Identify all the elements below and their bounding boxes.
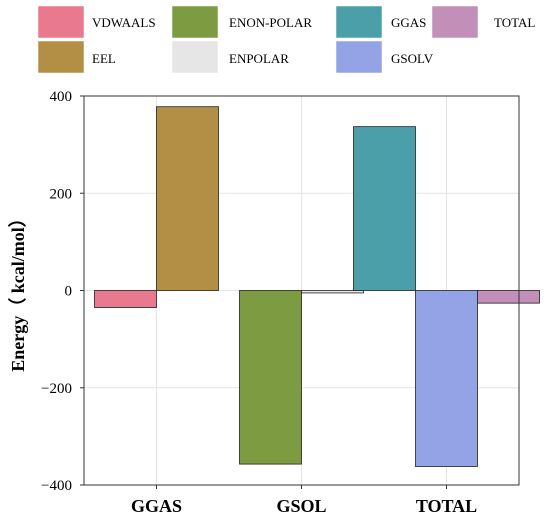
legend-label: EEL [92,51,116,66]
legend-item-eel: EEL [37,40,116,74]
legend-label: GSOLV [391,51,434,66]
legend-swatch [431,5,479,39]
x-axis-labels: GGAS GSOL TOTAL [131,485,477,515]
legend-item-gsolv: GSOLV [335,40,434,74]
legend-item-vdwaals: VDWAALS [37,5,156,39]
y-tick-label: −200 [41,381,72,397]
bar-total-gsolv [415,290,478,467]
legend-item-enpolar: ENPOLAR [171,40,289,74]
legend-item-total: TOTAL [431,5,535,39]
bar-ggas-eel [156,106,219,291]
x-category-label: TOTAL [416,496,477,515]
bars [94,106,540,467]
y-tick-label: 0 [65,284,73,300]
legend-swatch [37,5,85,39]
legend: VDWAALS EEL ENON-POLAR ENPOLAR GGAS GSOLV TOTA… [37,5,535,74]
legend-item-ggas: GGAS [335,5,426,39]
y-tick-label: −400 [41,478,72,494]
legend-swatch [335,40,383,74]
legend-swatch [171,5,219,39]
legend-label: ENON-POLAR [229,15,312,30]
legend-label: GGAS [391,15,426,30]
legend-label: TOTAL [494,15,535,30]
x-category-label: GSOL [276,496,326,515]
bar-ggas-vdwaals [94,290,157,308]
bar-total-total [477,290,540,304]
x-category-label: GGAS [131,496,182,515]
legend-item-enon-polar: ENON-POLAR [171,5,312,39]
bar-total-ggas [353,126,416,291]
legend-swatch [171,40,219,74]
bar-gsol-enpolar [301,290,364,294]
legend-label: VDWAALS [92,15,156,30]
y-axis-title: Energy（ kcal/mol） [8,209,28,372]
bar-gsol-enon-polar [239,290,302,465]
y-axis-ticks: 400 200 0 −200 −400 [41,89,84,494]
legend-swatch [37,40,85,74]
legend-label: ENPOLAR [229,51,289,66]
y-tick-label: 400 [50,89,73,105]
legend-swatch [335,5,383,39]
y-tick-label: 200 [50,186,73,202]
